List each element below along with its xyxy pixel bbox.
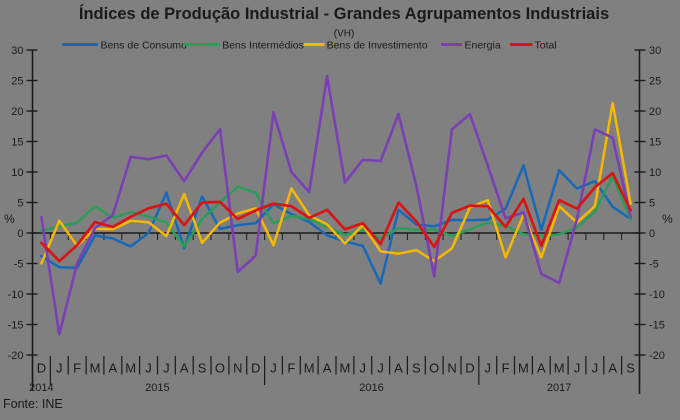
svg-text:15: 15 [11,137,23,149]
svg-text:D: D [37,361,46,376]
svg-text:2016: 2016 [359,382,383,394]
svg-text:5: 5 [649,198,655,210]
svg-text:O: O [429,361,439,376]
svg-text:10: 10 [11,167,23,179]
svg-text:A: A [323,361,332,376]
svg-text:2015: 2015 [145,382,169,394]
svg-text:-5: -5 [14,259,24,271]
svg-text:F: F [502,361,510,376]
svg-text:-20: -20 [649,350,665,362]
svg-text:S: S [626,361,635,376]
svg-text:15: 15 [649,137,661,149]
svg-text:-5: -5 [649,259,659,271]
svg-text:N: N [447,361,456,376]
svg-text:D: D [251,361,260,376]
svg-text:S: S [198,361,207,376]
svg-text:D: D [465,361,474,376]
svg-text:%: % [4,212,15,226]
svg-text:2014: 2014 [29,382,53,394]
svg-text:J: J [574,361,581,376]
svg-text:25: 25 [649,76,661,88]
svg-text:J: J [485,361,492,376]
svg-text:0: 0 [649,228,655,240]
svg-text:J: J [592,361,599,376]
svg-text:J: J [163,361,170,376]
svg-text:M: M [90,361,101,376]
svg-text:A: A [180,361,189,376]
svg-text:A: A [608,361,617,376]
svg-text:A: A [537,361,546,376]
svg-text:-10: -10 [8,289,24,301]
svg-text:25: 25 [11,76,23,88]
svg-text:F: F [287,361,295,376]
svg-text:M: M [518,361,529,376]
svg-text:M: M [340,361,351,376]
svg-text:Total: Total [535,40,557,52]
svg-text:J: J [360,361,367,376]
svg-text:-10: -10 [649,289,665,301]
svg-text:-15: -15 [8,320,24,332]
svg-text:(VH): (VH) [334,29,355,40]
svg-text:S: S [412,361,421,376]
svg-text:%: % [662,212,673,226]
svg-text:M: M [304,361,315,376]
svg-text:0: 0 [17,228,23,240]
svg-text:F: F [73,361,81,376]
svg-text:30: 30 [11,45,23,57]
svg-text:Fonte: INE: Fonte: INE [3,397,63,411]
svg-text:5: 5 [17,198,23,210]
svg-text:20: 20 [649,106,661,118]
svg-text:A: A [394,361,403,376]
svg-text:O: O [215,361,225,376]
svg-text:Bens de Investimento: Bens de Investimento [327,40,428,52]
svg-text:Energia: Energia [465,40,501,52]
svg-text:J: J [377,361,384,376]
svg-text:20: 20 [11,106,23,118]
svg-text:Índices de Produção Industrial: Índices de Produção Industrial - Grandes… [79,4,609,23]
svg-text:-15: -15 [649,320,665,332]
svg-text:J: J [270,361,277,376]
svg-text:2017: 2017 [547,382,571,394]
svg-text:J: J [56,361,63,376]
svg-text:30: 30 [649,45,661,57]
svg-text:Bens Intermédios: Bens Intermédios [222,40,304,52]
svg-text:J: J [145,361,152,376]
svg-text:M: M [125,361,136,376]
svg-text:N: N [233,361,242,376]
svg-text:-20: -20 [8,350,24,362]
svg-text:A: A [109,361,118,376]
svg-text:Bens de Consumo: Bens de Consumo [101,40,188,52]
svg-text:M: M [554,361,565,376]
svg-text:10: 10 [649,167,661,179]
